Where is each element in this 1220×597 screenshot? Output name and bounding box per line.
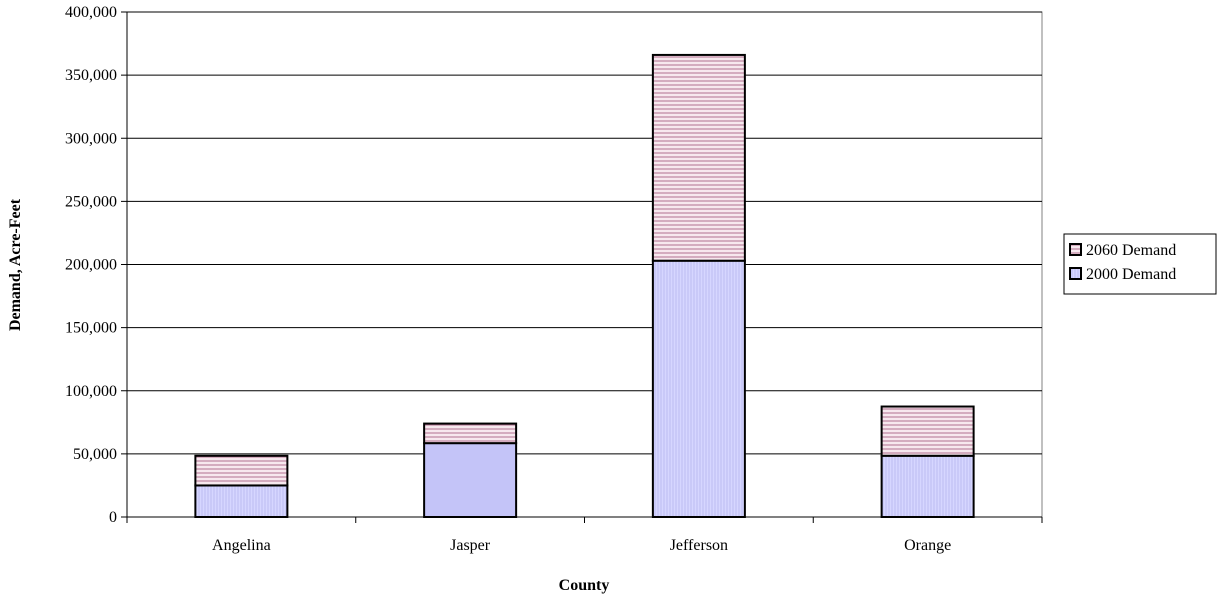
legend-swatch	[1069, 243, 1082, 256]
legend-swatch	[1069, 267, 1082, 280]
bar-2000-demand-jasper	[423, 442, 518, 518]
axes	[121, 11, 1043, 523]
y-axis-title: Demand, Acre-Feet	[7, 198, 24, 331]
x-tick-label: Angelina	[212, 537, 271, 554]
y-tick-label: 300,000	[65, 130, 117, 147]
x-tick-label: Jasper	[450, 537, 491, 554]
y-tick-label: 400,000	[65, 4, 117, 21]
y-tick-labels: 0 50,000 100,000 150,000 200,000 250,000 300,0…	[65, 4, 117, 526]
bar-2060-demand-angelina	[194, 454, 289, 487]
y-tick-label: 0	[109, 509, 117, 526]
legend-box	[1063, 233, 1217, 295]
bar-2000-demand-jefferson	[651, 259, 746, 518]
y-tick-label: 100,000	[65, 383, 117, 400]
x-tick-label: Orange	[904, 537, 951, 554]
y-tick-label: 350,000	[65, 67, 117, 84]
y-tick-label: 50,000	[73, 446, 117, 463]
bar-2060-demand-jefferson	[651, 53, 746, 262]
bar-2000-demand-angelina	[194, 484, 289, 518]
bars	[194, 53, 975, 518]
y-tick-label: 150,000	[65, 320, 117, 337]
bar-2060-demand-orange	[880, 405, 975, 457]
legend-entry: 2000 Demand	[1086, 266, 1176, 283]
bar-2060-demand-jasper	[423, 422, 518, 445]
legend-entry: 2060 Demand	[1086, 242, 1176, 259]
legend: 2060 Demand 2000 Demand	[1063, 233, 1217, 295]
x-tick-label: Jefferson	[670, 537, 728, 554]
x-axis-title: County	[559, 577, 610, 594]
y-tick-label: 200,000	[65, 257, 117, 274]
y-tick-label: 250,000	[65, 193, 117, 210]
bar-2000-demand-orange	[880, 454, 975, 518]
x-tick-labels: Angelina Jasper Jefferson Orange	[212, 537, 951, 554]
